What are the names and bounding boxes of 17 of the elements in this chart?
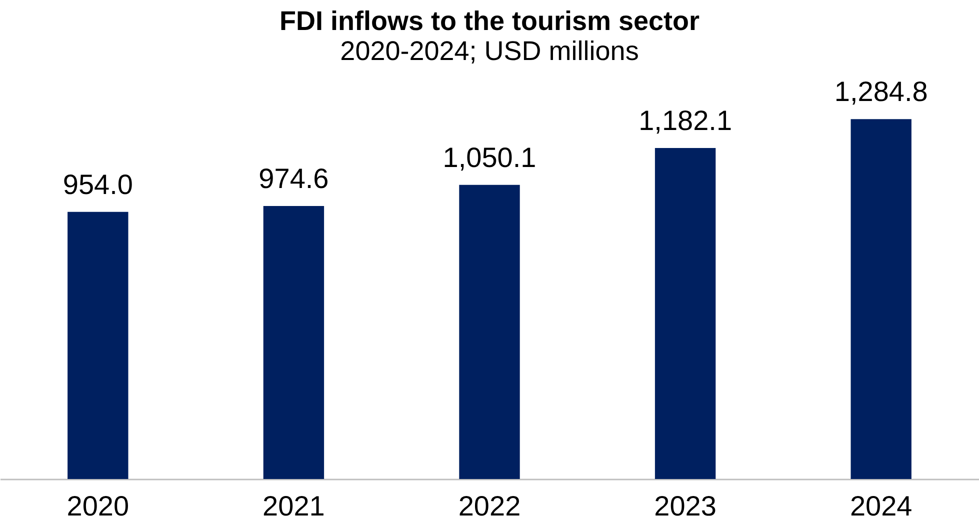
x-tick-label: 2024	[850, 490, 912, 522]
bar	[68, 212, 128, 479]
bar	[459, 184, 520, 479]
bar	[850, 119, 912, 479]
chart-subtitle: 2020-2024; USD millions	[340, 36, 639, 66]
bar	[263, 206, 324, 479]
data-label: 954.0	[62, 168, 133, 200]
x-tick-label: 2023	[654, 490, 716, 522]
data-label: 1,182.1	[638, 104, 732, 136]
data-label: 974.6	[258, 163, 329, 194]
x-tick-label: 2020	[66, 490, 130, 522]
data-label: 1,284.8	[834, 76, 928, 108]
data-label: 1,050.1	[442, 142, 536, 173]
x-tick-label: 2021	[262, 490, 325, 522]
x-tick-label: 2022	[458, 490, 521, 522]
bar	[654, 148, 716, 479]
chart-title: FDI inflows to the tourism sector	[279, 6, 700, 36]
